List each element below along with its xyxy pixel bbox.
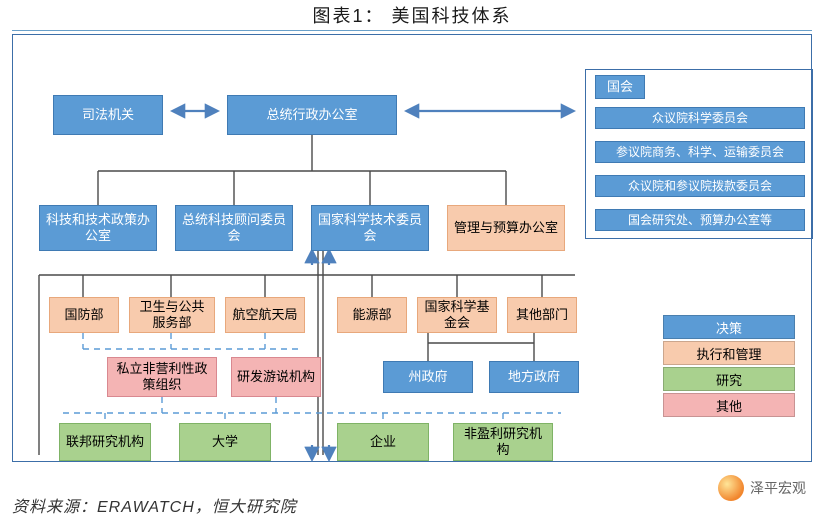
watermark: 泽平宏观 <box>718 475 806 501</box>
node-nasa: 航空航天局 <box>225 297 305 333</box>
legend-决策: 决策 <box>663 315 795 339</box>
node-execOffice: 总统行政办公室 <box>227 95 397 135</box>
congress-group-frame <box>585 69 813 239</box>
watermark-text: 泽平宏观 <box>750 478 806 498</box>
node-fedLab: 联邦研究机构 <box>59 423 151 461</box>
node-dod: 国防部 <box>49 297 119 333</box>
legend-研究: 研究 <box>663 367 795 391</box>
node-univ: 大学 <box>179 423 271 461</box>
chart-title: 图表1： 美国科技体系 <box>0 0 824 28</box>
node-omb: 管理与预算办公室 <box>447 205 565 251</box>
node-local: 地方政府 <box>489 361 579 393</box>
node-state: 州政府 <box>383 361 473 393</box>
diagram-frame: 司法机关总统行政办公室国会众议院科学委员会参议院商务、科学、运输委员会众议院和参… <box>12 34 812 462</box>
node-corp: 企业 <box>337 423 429 461</box>
legend-执行和管理: 执行和管理 <box>663 341 795 365</box>
node-nsf: 国家科学基金会 <box>417 297 497 333</box>
title-underline <box>12 30 812 31</box>
node-pcast: 总统科技顾问委员会 <box>175 205 293 251</box>
node-judicial: 司法机关 <box>53 95 163 135</box>
node-doe: 能源部 <box>337 297 407 333</box>
node-lobby: 研发游说机构 <box>231 357 321 397</box>
node-npRes: 非盈利研究机构 <box>453 423 553 461</box>
watermark-icon <box>718 475 744 501</box>
node-ostp: 科技和技术政策办公室 <box>39 205 157 251</box>
node-hhs: 卫生与公共服务部 <box>129 297 215 333</box>
node-nstc: 国家科学技术委员会 <box>311 205 429 251</box>
node-nonprofitPolicy: 私立非营利性政策组织 <box>107 357 217 397</box>
node-other: 其他部门 <box>507 297 577 333</box>
legend-其他: 其他 <box>663 393 795 417</box>
source-footer: 资料来源：ERAWATCH，恒大研究院 <box>12 493 297 517</box>
